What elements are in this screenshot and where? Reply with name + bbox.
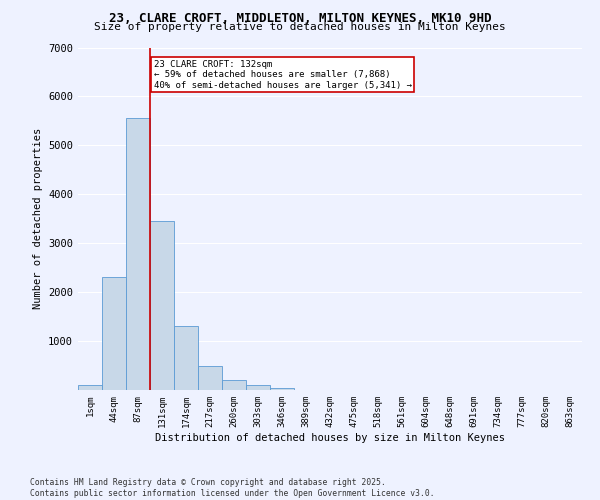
Bar bbox=[174, 326, 198, 390]
Bar bbox=[222, 380, 246, 390]
Text: Size of property relative to detached houses in Milton Keynes: Size of property relative to detached ho… bbox=[94, 22, 506, 32]
Text: Contains HM Land Registry data © Crown copyright and database right 2025.
Contai: Contains HM Land Registry data © Crown c… bbox=[30, 478, 434, 498]
Bar bbox=[246, 385, 270, 390]
Bar bbox=[126, 118, 150, 390]
Text: 23, CLARE CROFT, MIDDLETON, MILTON KEYNES, MK10 9HD: 23, CLARE CROFT, MIDDLETON, MILTON KEYNE… bbox=[109, 12, 491, 26]
Bar bbox=[78, 385, 102, 390]
Y-axis label: Number of detached properties: Number of detached properties bbox=[32, 128, 43, 310]
Bar bbox=[270, 388, 294, 390]
Text: 23 CLARE CROFT: 132sqm
← 59% of detached houses are smaller (7,868)
40% of semi-: 23 CLARE CROFT: 132sqm ← 59% of detached… bbox=[154, 60, 412, 90]
X-axis label: Distribution of detached houses by size in Milton Keynes: Distribution of detached houses by size … bbox=[155, 432, 505, 442]
Bar bbox=[102, 278, 126, 390]
Bar bbox=[198, 366, 222, 390]
Bar bbox=[150, 221, 174, 390]
